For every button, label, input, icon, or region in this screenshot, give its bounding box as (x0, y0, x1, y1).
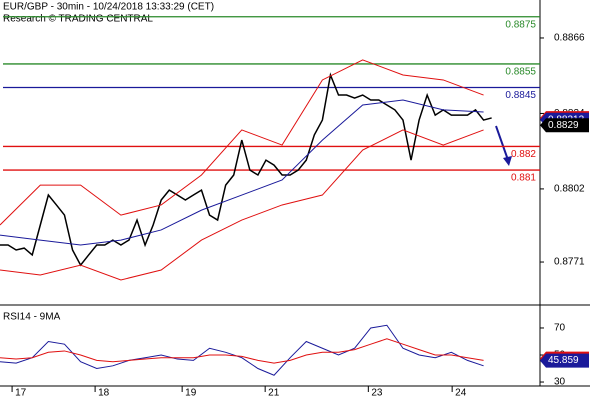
y-tick-label: 30 (554, 377, 566, 388)
x-tick-label: 24 (455, 388, 467, 399)
price-tag-label: 45.859 (548, 355, 579, 366)
level-label: 0.881 (511, 173, 536, 184)
level-label: 0.882 (511, 149, 536, 160)
y-tick-label: 0.8802 (554, 184, 585, 195)
series-line (0, 338, 484, 364)
series-line (0, 59, 484, 226)
price-tag-label: 0.8829 (548, 120, 579, 131)
price-tag (540, 353, 589, 368)
x-tick-label: 17 (15, 388, 27, 399)
header-source: Research © TRADING CENTRAL (3, 14, 153, 25)
y-tick-label: 0.8866 (554, 33, 585, 44)
forecast-arrow-head (503, 156, 512, 166)
x-tick-label: 23 (371, 388, 383, 399)
x-tick-label: 21 (268, 388, 280, 399)
header-title: EUR/GBP - 30min - 10/24/2018 13:33:29 (C… (3, 2, 214, 13)
level-label: 0.8845 (505, 90, 536, 101)
series-line (0, 99, 484, 246)
price-tag (540, 118, 589, 133)
level-label: 0.8855 (505, 67, 536, 78)
series-line (0, 129, 484, 281)
series-line (0, 72, 492, 267)
x-tick-label: 18 (98, 388, 110, 399)
series-line (0, 324, 484, 376)
panel-title: RSI14 - 9MA (3, 312, 61, 323)
y-tick-label: 70 (554, 323, 566, 334)
x-tick-label: 19 (185, 388, 197, 399)
y-tick-label: 0.8771 (554, 257, 585, 268)
forecast-arrow (495, 125, 509, 161)
level-label: 0.8875 (505, 19, 536, 30)
